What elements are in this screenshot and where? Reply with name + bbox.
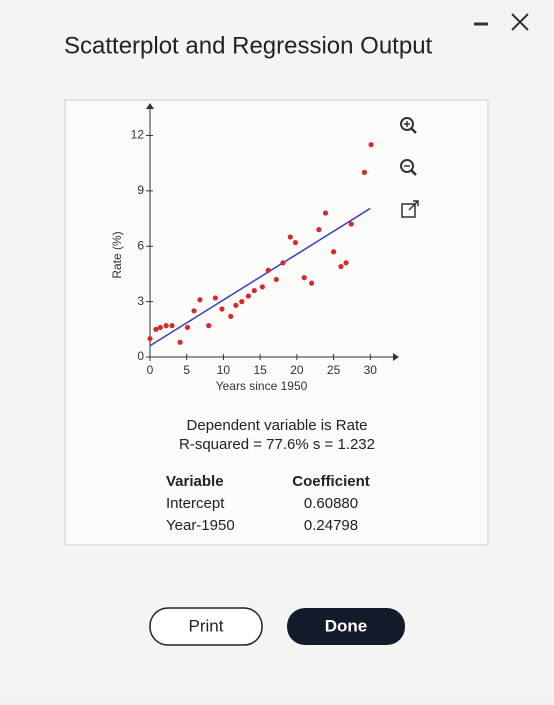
plot: 0 5 10 15 20 25 30 0 3 6 9 12 Years since 1950 Rate (… — [110, 103, 399, 393]
y-tick-label: 6 — [137, 238, 144, 252]
zoom-in[interactable] — [400, 117, 417, 134]
point — [197, 297, 203, 303]
x-arrow — [393, 353, 399, 361]
y-tick-label: 3 — [137, 294, 144, 308]
col-header: Coefficient — [292, 473, 370, 490]
coefficient: 0.24798 — [304, 517, 358, 534]
point — [316, 227, 322, 233]
point — [157, 324, 163, 331]
point — [343, 260, 349, 266]
y-arrow — [146, 103, 154, 109]
output-panel — [64, 99, 489, 546]
point — [153, 326, 159, 332]
point — [361, 169, 368, 175]
col-header: Variable — [166, 473, 224, 490]
point — [292, 239, 299, 246]
x-tick-label: 20 — [290, 363, 304, 377]
point — [233, 302, 239, 308]
point — [301, 275, 307, 281]
regression-line — [149, 207, 371, 347]
dependent-text: Dependent variable is Rate — [187, 417, 368, 434]
y-tick-label: 9 — [137, 183, 144, 197]
point — [273, 276, 279, 283]
x-tick-label: 25 — [327, 363, 341, 377]
x-tick-label: 0 — [147, 363, 154, 377]
y-tick-label: 12 — [131, 128, 145, 142]
point — [228, 313, 234, 319]
zoom-out[interactable] — [400, 159, 417, 176]
point — [308, 280, 315, 286]
done-label: Done — [325, 616, 368, 635]
point — [322, 210, 329, 216]
variable-name: Intercept — [166, 495, 225, 512]
print-button[interactable] — [149, 607, 263, 646]
point — [338, 263, 344, 270]
point — [219, 306, 225, 312]
dialog-title: Scatterplot and Regression Output — [64, 32, 433, 59]
point — [287, 234, 293, 240]
point — [191, 308, 197, 314]
close-icon[interactable] — [511, 13, 529, 31]
point — [265, 267, 271, 273]
variable-name: Year-1950 — [166, 517, 235, 534]
x-tick-label: 5 — [183, 363, 190, 377]
point — [169, 323, 175, 329]
point — [163, 323, 169, 329]
point — [239, 299, 245, 305]
point — [348, 221, 354, 227]
point — [177, 339, 183, 345]
y-tick-label: 0 — [137, 349, 144, 363]
point — [251, 287, 257, 294]
point — [280, 260, 286, 266]
popout[interactable] — [401, 200, 419, 218]
y-axis-label: Rate (%) — [110, 231, 124, 278]
x-tick-label: 10 — [217, 363, 231, 377]
point — [184, 324, 191, 331]
coefficient: 0.60880 — [304, 495, 358, 512]
x-tick-label: 15 — [253, 363, 267, 377]
fit-text: R-squared = 77.6% s = 1.232 — [179, 436, 375, 453]
point — [368, 142, 374, 148]
point — [259, 284, 265, 290]
x-axis-label: Years since 1950 — [216, 379, 308, 393]
done-button[interactable] — [287, 608, 405, 645]
point — [212, 295, 218, 301]
x-tick-label: 30 — [364, 363, 378, 377]
point — [330, 249, 337, 255]
print-label: Print — [189, 616, 224, 635]
point — [206, 323, 212, 329]
point — [147, 335, 153, 342]
point — [245, 293, 252, 299]
